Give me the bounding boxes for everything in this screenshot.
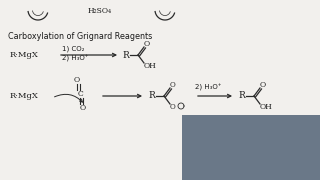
Text: O: O xyxy=(74,76,80,84)
Text: O: O xyxy=(170,81,176,89)
Text: O: O xyxy=(170,103,176,111)
Text: R: R xyxy=(148,91,155,100)
Text: R·MgX: R·MgX xyxy=(10,92,39,100)
Text: O: O xyxy=(144,40,150,48)
Text: 2) H₃O⁺: 2) H₃O⁺ xyxy=(195,83,221,91)
Text: 2) H₃O⁺: 2) H₃O⁺ xyxy=(62,54,89,62)
Bar xyxy=(182,115,320,180)
FancyArrowPatch shape xyxy=(54,94,83,102)
Text: C: C xyxy=(77,90,83,98)
Text: OH: OH xyxy=(144,62,157,70)
Text: R: R xyxy=(238,91,245,100)
Text: H₂SO₄: H₂SO₄ xyxy=(88,7,112,15)
Text: R: R xyxy=(122,51,129,60)
Text: 1) CO₂: 1) CO₂ xyxy=(62,46,84,52)
Text: O: O xyxy=(80,104,86,112)
Text: OH: OH xyxy=(260,103,273,111)
Text: R·MgX: R·MgX xyxy=(10,51,39,59)
Text: O: O xyxy=(260,81,266,89)
Text: Carboxylation of Grignard Reagents: Carboxylation of Grignard Reagents xyxy=(8,32,152,41)
